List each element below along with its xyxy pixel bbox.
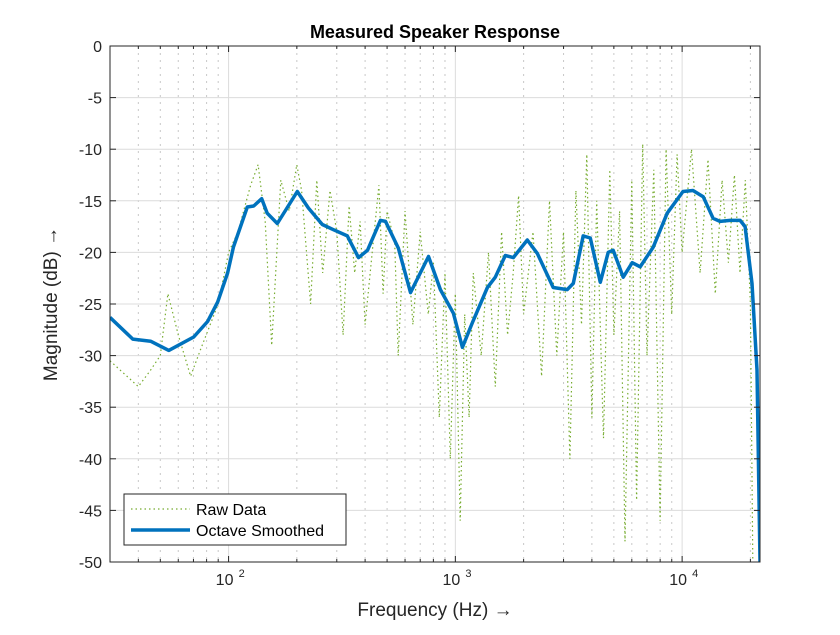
legend-smoothed-label: Octave Smoothed [196,523,324,540]
legend[interactable]: Raw Data Octave Smoothed [123,493,347,546]
x-tick-label-exponent: 2 [239,568,245,580]
x-tick-label: 10 [669,572,687,589]
y-tick-label: -45 [79,503,102,520]
y-tick-label: -40 [79,452,102,469]
x-axis-label: Frequency (Hz) → [357,600,512,621]
x-tick-label: 10 [442,572,460,589]
legend-raw-label: Raw Data [196,502,266,519]
y-tick-label: -25 [79,297,102,314]
y-tick-label: 0 [93,39,102,56]
x-tick-label: 10 [216,572,234,589]
y-tick-label: -10 [79,142,102,159]
y-tick-label: -20 [79,245,102,262]
x-tick-label-exponent: 3 [465,568,471,580]
y-axis-label: Magnitude (dB) → [41,227,62,381]
x-tick-label-exponent: 4 [692,568,698,580]
legend-box [123,493,347,546]
y-tick-label: -50 [79,555,102,572]
y-tick-label: -35 [79,400,102,417]
chart-title: Measured Speaker Response [310,22,560,42]
y-tick-label: -30 [79,349,102,366]
y-tick-label: -15 [79,194,102,211]
ticks: 0 -5 -10 -15 -20 -25 -30 -35 -40 -45 -50 10 2 10 3 10 4 [79,39,760,589]
octave-smoothed-line [110,188,760,562]
raw-data-line [110,143,754,562]
y-tick-label: -5 [88,91,102,108]
